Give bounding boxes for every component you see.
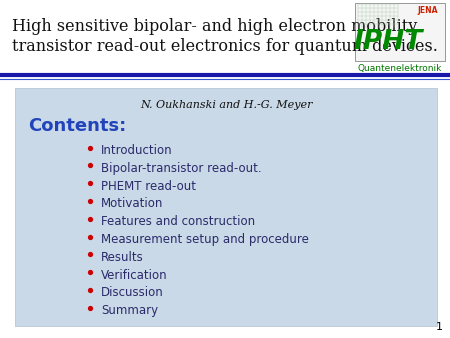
Text: Measurement setup and procedure: Measurement setup and procedure <box>101 233 309 246</box>
Text: Summary: Summary <box>101 304 158 317</box>
Text: Features and construction: Features and construction <box>101 215 255 228</box>
Text: Results: Results <box>101 251 144 264</box>
Text: Contents:: Contents: <box>28 117 126 135</box>
Text: 1: 1 <box>436 322 443 332</box>
Text: High sensitive bipolar- and high electron mobility: High sensitive bipolar- and high electro… <box>12 18 417 35</box>
Text: Discussion: Discussion <box>101 286 164 299</box>
Text: IPHT: IPHT <box>353 29 423 55</box>
Text: N. Oukhanski and H.-G. Meyer: N. Oukhanski and H.-G. Meyer <box>140 100 312 110</box>
Text: Quantenelektronik: Quantenelektronik <box>358 64 442 73</box>
Text: Verification: Verification <box>101 269 167 282</box>
Text: JENA: JENA <box>418 6 438 15</box>
Text: transistor read-out electronics for quantum devices.: transistor read-out electronics for quan… <box>12 38 438 55</box>
Text: Bipolar-transistor read-out.: Bipolar-transistor read-out. <box>101 162 261 175</box>
Text: Motivation: Motivation <box>101 197 163 210</box>
Text: Introduction: Introduction <box>101 144 173 157</box>
Bar <box>355 3 445 61</box>
Text: PHEMT read-out: PHEMT read-out <box>101 179 196 193</box>
Bar <box>15 88 437 326</box>
